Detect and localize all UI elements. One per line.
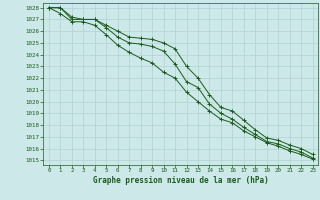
X-axis label: Graphe pression niveau de la mer (hPa): Graphe pression niveau de la mer (hPa)	[93, 176, 269, 185]
